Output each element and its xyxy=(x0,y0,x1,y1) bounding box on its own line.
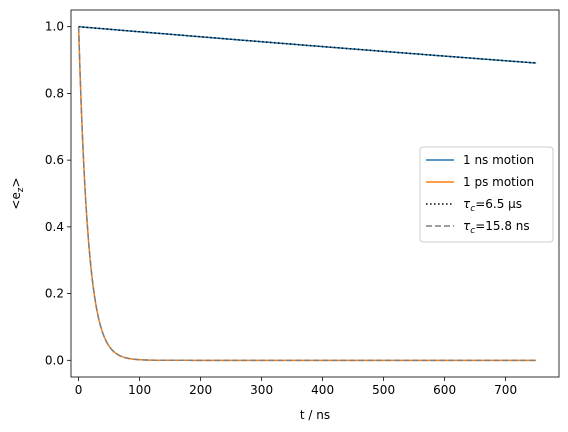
legend-label-1: 1 ns motion xyxy=(463,153,534,167)
series-layer xyxy=(77,25,537,362)
y-tick-label: 0.2 xyxy=(45,287,64,301)
y-tick-label: 0.4 xyxy=(45,220,64,234)
ticks-layer: 0 100 200 300 400 500 600 700 0.0 0.2 0.4 0.6 0.8 1.0 xyxy=(45,20,517,397)
x-axis-title: t / ns xyxy=(300,408,330,422)
y-axis-title-end: > xyxy=(9,177,23,187)
legend-label-3: τc=6.5 μs xyxy=(463,197,522,214)
y-tick-label: 1.0 xyxy=(45,20,64,34)
x-tick-label: 300 xyxy=(250,383,273,397)
legend-box xyxy=(419,146,554,243)
x-tick-label: 200 xyxy=(189,383,212,397)
legend-label-4: τc=15.8 ns xyxy=(463,219,530,236)
y-tick-label: 0.0 xyxy=(45,353,64,367)
series-line-4 xyxy=(77,26,537,362)
x-tick-label: 600 xyxy=(433,383,456,397)
x-tick-label: 700 xyxy=(494,383,517,397)
axes-frame xyxy=(70,9,560,378)
y-tick-label: 0.6 xyxy=(45,153,64,167)
legend-label-2: 1 ps motion xyxy=(463,175,534,189)
x-tick-label: 100 xyxy=(128,383,151,397)
y-axis-title: <ez> xyxy=(9,177,26,209)
y-tick-label: 0.8 xyxy=(45,86,64,100)
y-axis-title-sub: z xyxy=(16,187,26,192)
y-axis-title-base: <e xyxy=(9,192,23,209)
series-line-3 xyxy=(78,25,537,64)
legend: 1 ns motion 1 ps motion τc=6.5 μs τc=15.8 n… xyxy=(419,146,554,243)
x-tick-label: 400 xyxy=(311,383,334,397)
x-tick-label: 500 xyxy=(372,383,395,397)
x-tick-label: 0 xyxy=(75,383,83,397)
